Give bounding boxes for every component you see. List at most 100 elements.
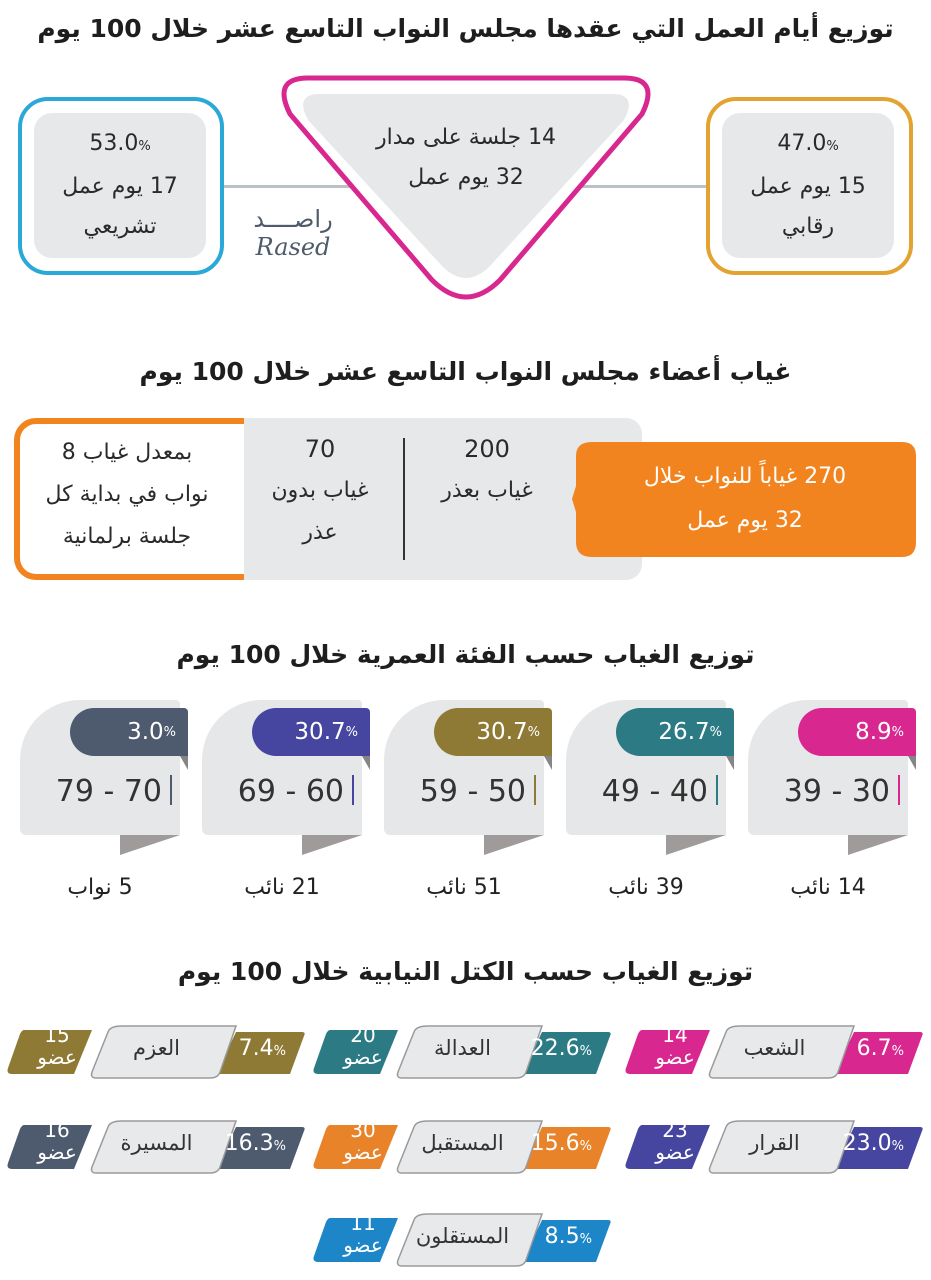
bloc-percent: 15.6% [531,1131,592,1156]
without-excuse-value: 70 [304,435,336,463]
bloc-pct-sign: % [891,1139,904,1154]
bloc-count-unit: عضو [343,1233,383,1257]
bloc-count-value: 16 [44,1118,70,1142]
bloc-count-unit: عضو [37,1140,77,1164]
age-percent: 26.7 [658,719,710,745]
bloc-percent: 23.0% [843,1131,904,1156]
bloc-shape [625,1025,923,1079]
bloc-item: 22.6% العدالة 20 عضو [310,1022,611,1082]
oversight-pct-sign: % [826,139,839,154]
bloc-percent-value: 7.4 [238,1036,274,1061]
bloc-name: الشعب [743,1036,806,1060]
bloc-percent: 6.7% [857,1036,904,1061]
bloc-pct-sign: % [579,1232,592,1247]
bloc-percent-value: 16.3 [224,1131,274,1156]
age-range-text: 69 - 60 [237,774,344,809]
age-range-bar [352,775,354,805]
bloc-name: العزم [133,1036,180,1060]
oversight-label: رقابي [781,214,835,239]
bloc-percent-value: 22.6 [530,1036,580,1061]
age-pct-sign: % [345,724,358,740]
bloc-count-unit: عضو [343,1045,383,1069]
bloc-count: 20 عضو [338,1024,388,1068]
age-card-fold [120,756,188,855]
bloc-pct-sign: % [273,1044,286,1059]
bloc-count-value: 14 [662,1023,688,1047]
bloc-count-value: 15 [44,1023,70,1047]
age-percent: 30.7 [294,719,346,745]
bloc-percent-value: 8.5 [544,1224,580,1249]
bloc-shape [313,1213,611,1267]
bloc-percent-value: 6.7 [856,1036,892,1061]
bloc-percent: 16.3% [225,1131,286,1156]
bloc-name: المسيرة [120,1131,193,1155]
legislative-pct-sign: % [138,139,151,154]
bloc-item: 15.6% المستقبل 30 عضو [310,1117,611,1177]
bloc-name: المستقبل [421,1131,504,1155]
with-excuse-label: غياب بعذر [441,478,533,503]
average-line2: نواب في بداية كل [45,482,209,507]
sessions-line2: 32 يوم عمل [408,165,524,190]
bloc-item: 7.4% العزم 15 عضو [4,1022,305,1082]
age-range: 69 - 60 [202,774,354,809]
bloc-pct-sign: % [579,1044,592,1059]
bloc-shape [313,1120,611,1174]
age-members: 51 نائب [426,875,502,900]
age-percent-badge: 26.7% [616,708,734,756]
age-range-text: 79 - 70 [55,774,162,809]
average-line3: جلسة برلمانية [62,524,192,549]
bloc-percent: 8.5% [545,1224,592,1249]
sessions-triangle [281,75,651,300]
bloc-item: 6.7% الشعب 14 عضو [622,1022,923,1082]
age-percent-badge: 3.0% [70,708,188,756]
age-percent-badge: 8.9% [798,708,916,756]
bloc-count-unit: عضو [655,1140,695,1164]
age-card: 26.7% 49 - 40 [566,700,734,855]
age-percent-badge: 30.7% [434,708,552,756]
bloc-shape [625,1120,923,1174]
rased-logo-latin: Rased [255,233,331,261]
rased-logo: راصــــد Rased [238,205,348,261]
age-range: 79 - 70 [20,774,172,809]
age-range: 49 - 40 [566,774,718,809]
legislative-label: تشريعي [83,214,157,239]
age-pct-sign: % [527,724,540,740]
age-range-bar [898,775,900,805]
age-card-fold [848,756,916,855]
age-range-bar [716,775,718,805]
age-percent-badge: 30.7% [252,708,370,756]
work-days-title: توزيع أيام العمل التي عقدها مجلس النواب … [37,14,894,43]
legislative-percent: 53.0 [89,131,139,156]
age-card: 30.7% 59 - 50 [384,700,552,855]
age-range-text: 39 - 30 [783,774,890,809]
absence-panel [200,418,642,580]
bloc-item: 8.5% المستقلون 11 عضو [310,1210,611,1270]
age-range-text: 49 - 40 [601,774,708,809]
age-members: 5 نواب [67,875,133,900]
age-card: 8.9% 39 - 30 [748,700,916,855]
blocs-title: توزيع الغياب حسب الكتل النيابية خلال 100… [177,957,754,986]
age-percent: 8.9 [855,719,892,745]
bloc-percent: 7.4% [239,1036,286,1061]
absence-average-box [14,418,244,580]
age-title: توزيع الغياب حسب الفئة العمرية خلال 100 … [176,640,755,669]
bloc-name: المستقلون [415,1224,510,1248]
bloc-count-value: 20 [350,1023,376,1047]
age-pct-sign: % [709,724,722,740]
bloc-count: 23 عضو [650,1119,700,1163]
bloc-count: 11 عضو [338,1212,388,1256]
absence-title: غياب أعضاء مجلس النواب التاسع عشر خلال 1… [139,357,792,386]
age-members: 21 نائب [244,875,320,900]
bloc-name: العدالة [434,1036,491,1060]
age-card: 3.0% 79 - 70 [20,700,188,855]
age-pct-sign: % [891,724,904,740]
absence-total-line1: 270 غياباً للنواب خلال [643,464,847,489]
without-excuse-label1: غياب بدون [271,478,369,503]
bloc-shape [313,1025,611,1079]
bloc-count: 15 عضو [32,1024,82,1068]
age-range-text: 59 - 50 [419,774,526,809]
bloc-shape [7,1025,305,1079]
without-excuse-label2: عذر [302,520,338,545]
bloc-item: 16.3% المسيرة 16 عضو [4,1117,305,1177]
bloc-count-unit: عضو [37,1045,77,1069]
